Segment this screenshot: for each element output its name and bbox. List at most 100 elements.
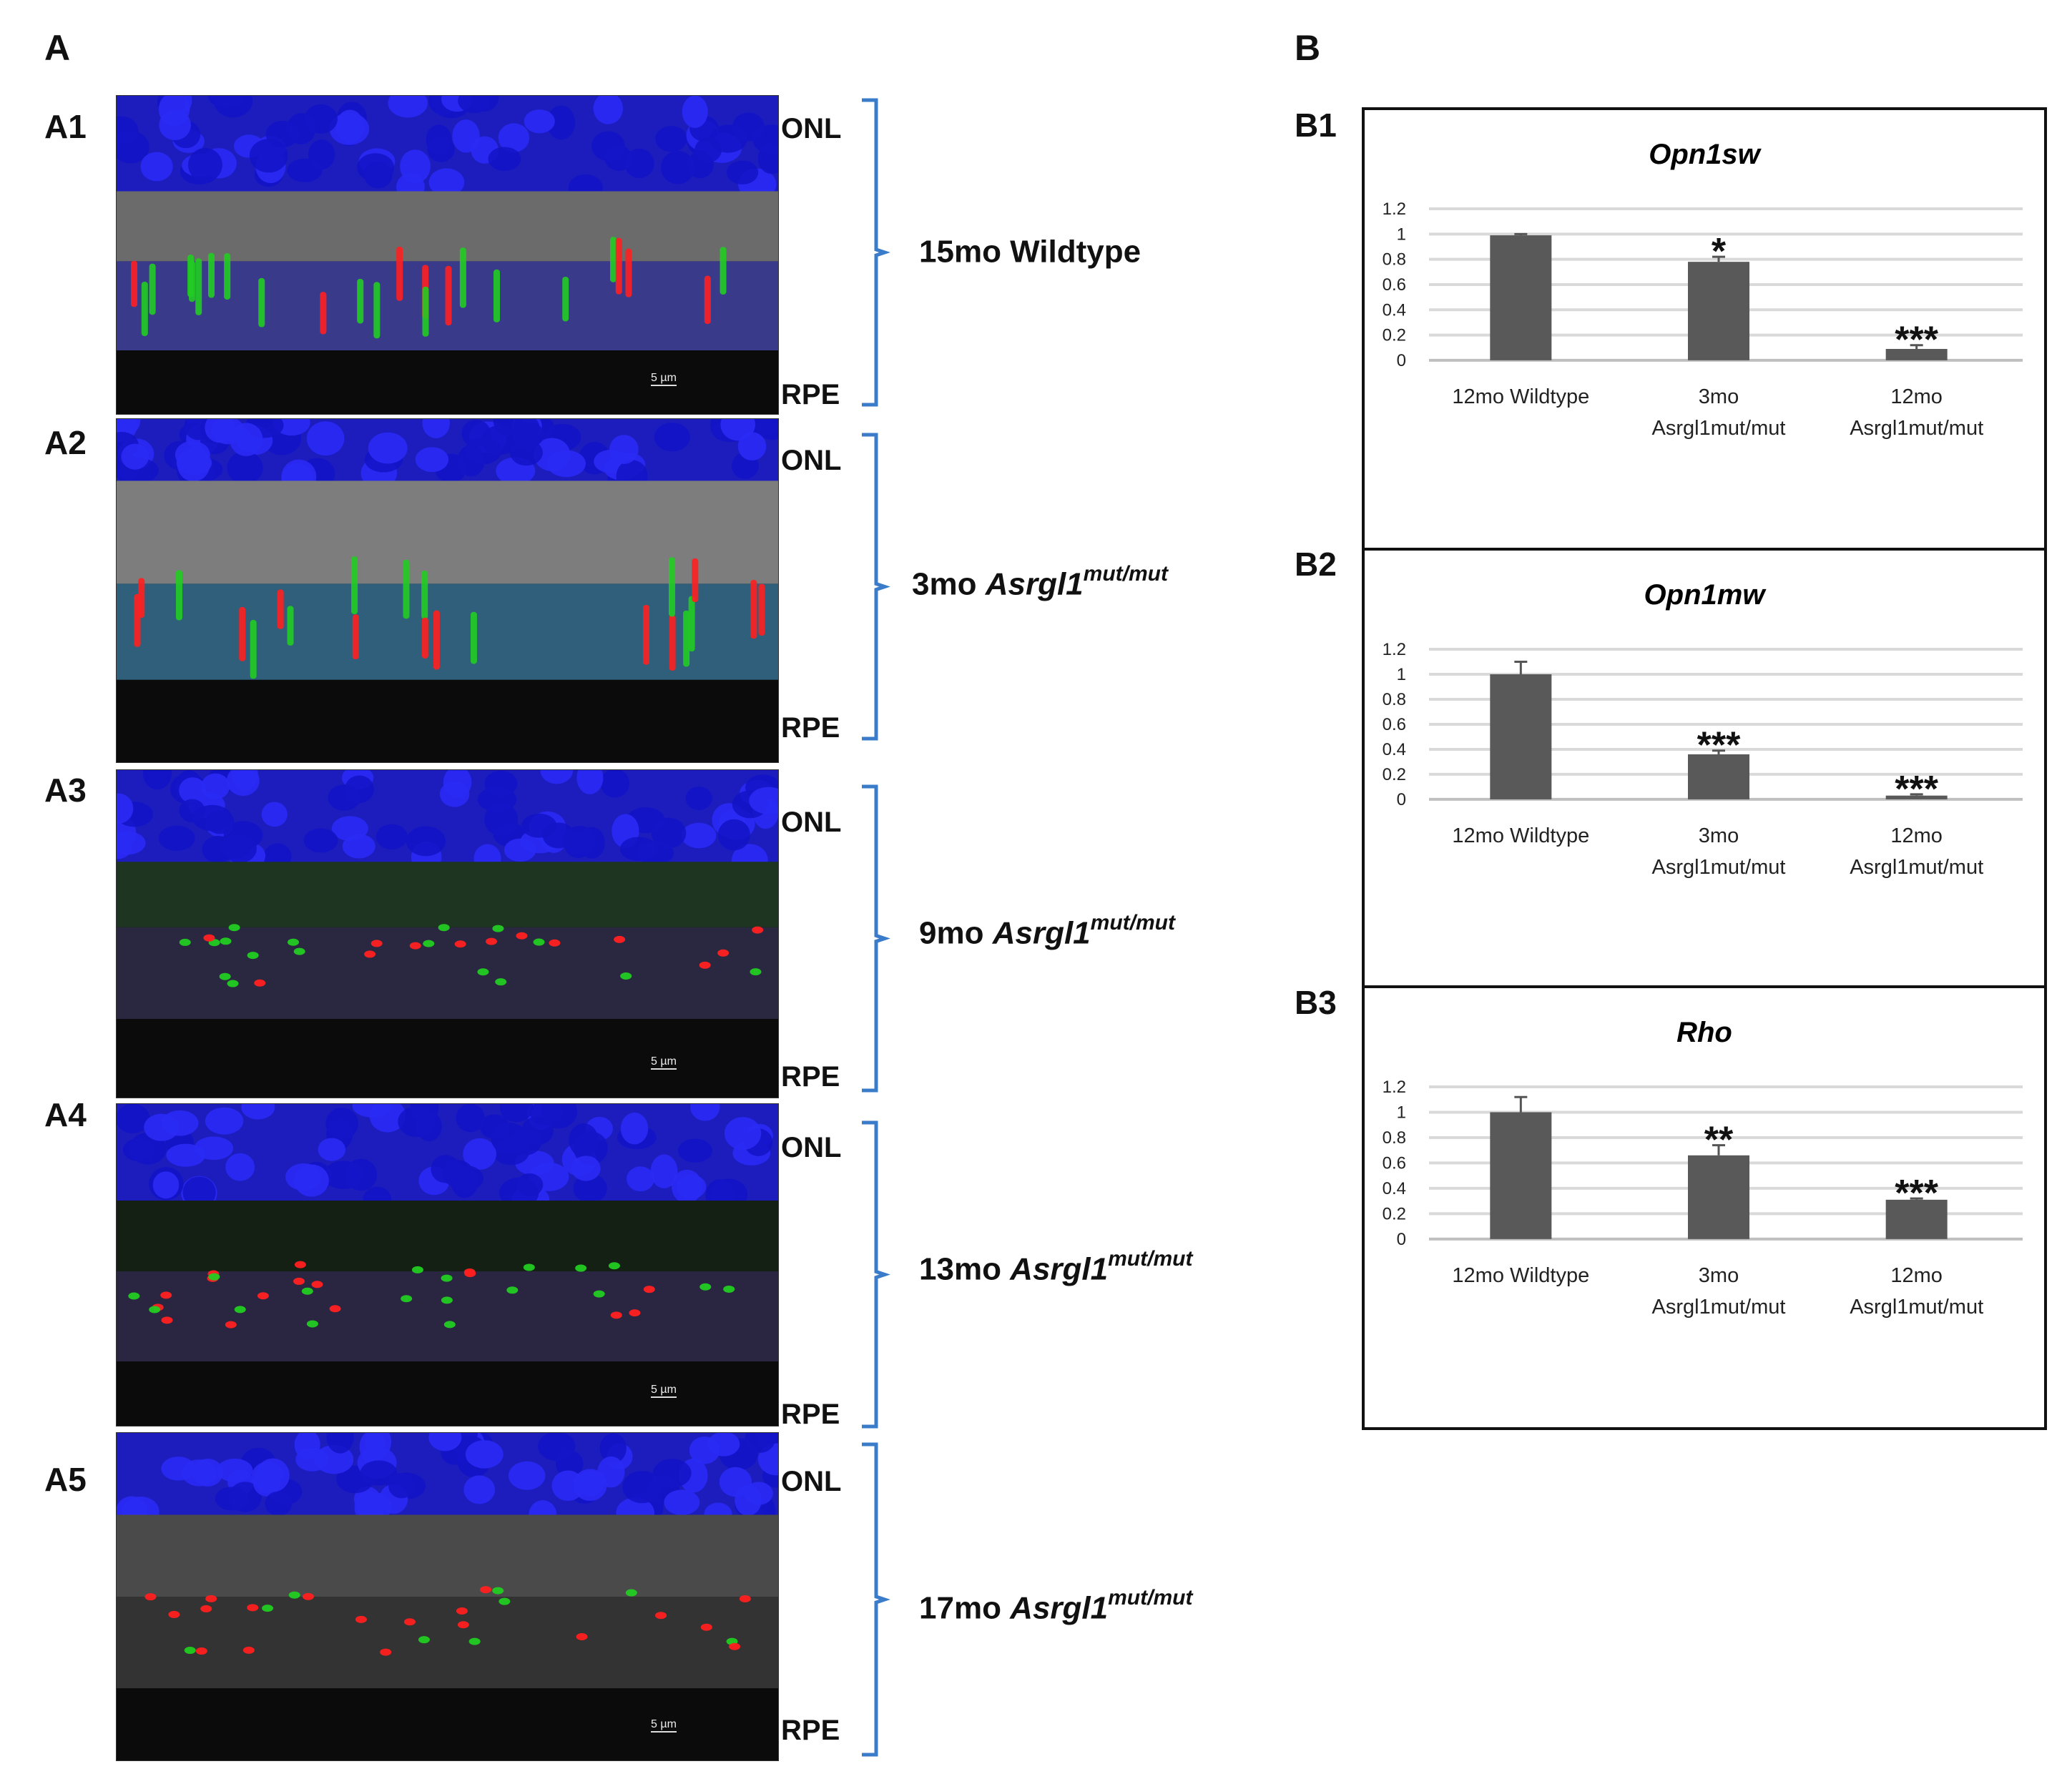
group-gene: Asrgl1 xyxy=(1010,1251,1109,1287)
category-label: 3mo xyxy=(1699,385,1739,408)
chart-b1: Opn1sw 0 0.2 0.4 0.6 0.8 1 1.2 12mo Wildtype * 3mo… xyxy=(1362,107,2047,551)
micrograph-image xyxy=(117,96,778,414)
micrograph-a2-letter: A2 xyxy=(44,424,87,461)
panel-a-letter: A xyxy=(44,28,71,68)
group-genotype: mut/mut xyxy=(1090,911,1175,935)
y-tick-label: 0.6 xyxy=(1383,275,1406,295)
micrograph-image xyxy=(117,419,778,762)
chart-b1-svg: Opn1sw 0 0.2 0.4 0.6 0.8 1 1.2 12mo Wildtype * 3mo… xyxy=(1383,139,2023,440)
scale-bar-label: 5 µm xyxy=(651,372,677,386)
y-tick-label: 0.8 xyxy=(1383,250,1406,270)
y-tick-label: 0.8 xyxy=(1383,690,1406,709)
group-gene: Asrgl1 xyxy=(992,915,1091,951)
micrograph-image xyxy=(117,1433,778,1760)
chart-b3-svg: Rho 0 0.2 0.4 0.6 0.8 1 1.2 12mo Wildtype ** 3mo As… xyxy=(1383,1017,2023,1319)
bar xyxy=(1688,754,1749,799)
y-tick-label: 0 xyxy=(1397,351,1406,370)
y-tick-label: 0 xyxy=(1397,790,1406,809)
chart-b2: Opn1mw 0 0.2 0.4 0.6 0.8 1 1.2 12mo Wildtype *** 3… xyxy=(1362,548,2047,988)
group-age: 3mo xyxy=(912,566,986,602)
category-label: 12mo Wildtype xyxy=(1452,824,1589,847)
group-bracket xyxy=(855,1442,890,1757)
y-tick-label: 1 xyxy=(1397,225,1406,244)
onl-label: ONL xyxy=(781,1466,842,1497)
y-tick-label: 0 xyxy=(1397,1230,1406,1249)
bar xyxy=(1885,1199,1948,1239)
y-tick-label: 0.4 xyxy=(1383,740,1406,759)
micrograph-a1-letter: A1 xyxy=(44,108,87,145)
category-label: Asrgl1mut/mut xyxy=(1652,856,1786,879)
scale-bar-label: 5 µm xyxy=(651,1055,677,1070)
panel-b-letter: B xyxy=(1295,28,1321,68)
category-label: 3mo xyxy=(1699,1264,1739,1287)
significance-marker: *** xyxy=(1895,1173,1938,1214)
category-label: 12mo xyxy=(1890,1264,1943,1287)
category-label: 12mo xyxy=(1890,824,1943,847)
chart-title: Rho xyxy=(1676,1017,1732,1048)
category-label: Asrgl1mut/mut xyxy=(1850,856,1983,879)
y-tick-label: 0.2 xyxy=(1383,765,1406,784)
bar xyxy=(1490,674,1552,799)
y-tick-label: 0.4 xyxy=(1383,300,1406,320)
micrograph-a1 xyxy=(116,95,779,415)
scale-bar-label: 5 µm xyxy=(651,1718,677,1733)
y-tick-label: 1.2 xyxy=(1383,1078,1406,1097)
group-bracket xyxy=(855,433,890,741)
group-label-a4: 13mo Asrgl1mut/mut xyxy=(919,1247,1193,1288)
micrograph-a4 xyxy=(116,1103,779,1426)
rpe-label: RPE xyxy=(781,1715,840,1746)
scale-bar-label: 5 µm xyxy=(651,1384,677,1398)
y-tick-label: 0.2 xyxy=(1383,326,1406,345)
bar xyxy=(1490,1112,1552,1239)
group-label-a2: 3mo Asrgl1mut/mut xyxy=(912,562,1168,603)
panel-b2-letter: B2 xyxy=(1295,546,1337,583)
rpe-label: RPE xyxy=(781,379,840,410)
group-genotype: mut/mut xyxy=(1083,562,1168,586)
group-gene: Asrgl1 xyxy=(1010,1590,1109,1626)
group-label-a5: 17mo Asrgl1mut/mut xyxy=(919,1586,1193,1627)
y-tick-label: 1 xyxy=(1397,665,1406,684)
y-tick-label: 0.2 xyxy=(1383,1204,1406,1223)
group-gene: Asrgl1 xyxy=(985,566,1084,602)
group-age: 9mo xyxy=(919,915,993,951)
micrograph-a4-letter: A4 xyxy=(44,1096,87,1133)
y-tick-label: 1.2 xyxy=(1383,640,1406,659)
bar xyxy=(1688,262,1749,360)
group-genotype: mut/mut xyxy=(1108,1586,1193,1610)
category-label: 12mo Wildtype xyxy=(1452,1264,1589,1287)
onl-label: ONL xyxy=(781,1132,842,1163)
micrograph-image xyxy=(117,1104,778,1426)
group-genotype: mut/mut xyxy=(1108,1247,1193,1271)
category-label: 12mo xyxy=(1890,385,1943,408)
category-label: Asrgl1mut/mut xyxy=(1850,417,1983,440)
bar xyxy=(1490,235,1552,360)
rpe-label: RPE xyxy=(781,712,840,744)
category-label: 12mo Wildtype xyxy=(1452,385,1589,408)
group-label-a1: 15mo Wildtype xyxy=(919,232,1141,270)
category-label: Asrgl1mut/mut xyxy=(1652,417,1786,440)
panel-b1-letter: B1 xyxy=(1295,107,1337,144)
group-bracket xyxy=(855,784,890,1093)
onl-label: ONL xyxy=(781,445,842,476)
chart-title: Opn1sw xyxy=(1649,139,1762,170)
significance-marker: *** xyxy=(1895,769,1938,810)
y-tick-label: 0.6 xyxy=(1383,715,1406,734)
bar xyxy=(1885,795,1948,799)
chart-title: Opn1mw xyxy=(1644,579,1767,611)
y-tick-label: 0.4 xyxy=(1383,1179,1406,1198)
y-tick-label: 1 xyxy=(1397,1103,1406,1122)
chart-b3: Rho 0 0.2 0.4 0.6 0.8 1 1.2 12mo Wildtype ** 3mo As… xyxy=(1362,985,2047,1430)
micrograph-a5-letter: A5 xyxy=(44,1461,87,1498)
y-tick-label: 0.8 xyxy=(1383,1128,1406,1148)
y-tick-label: 0.6 xyxy=(1383,1153,1406,1173)
rpe-label: RPE xyxy=(781,1399,840,1430)
onl-label: ONL xyxy=(781,807,842,838)
group-age: 13mo xyxy=(919,1251,1011,1287)
significance-marker: * xyxy=(1712,231,1727,272)
significance-marker: ** xyxy=(1704,1120,1734,1161)
significance-marker: *** xyxy=(1697,725,1741,767)
category-label: Asrgl1mut/mut xyxy=(1850,1296,1983,1319)
significance-marker: *** xyxy=(1895,320,1938,361)
micrograph-a3-letter: A3 xyxy=(44,772,87,809)
group-label-a3: 9mo Asrgl1mut/mut xyxy=(919,911,1175,952)
